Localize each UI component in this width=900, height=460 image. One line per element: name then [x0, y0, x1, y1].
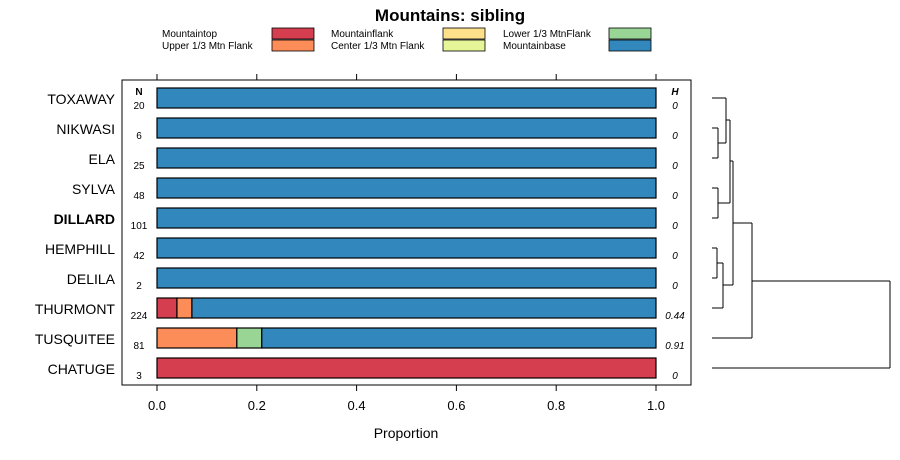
x-axis: 0.0 0.2 0.4 0.6 0.8 1.0 [148, 74, 665, 413]
h-header: H [671, 87, 679, 98]
bar-row: THURMONT 224 0.44 [35, 297, 685, 322]
legend-swatch [271, 27, 315, 40]
h-value: 0.44 [665, 311, 685, 322]
x-axis-label: Proportion [374, 425, 439, 441]
h-value: 0 [672, 251, 678, 262]
bar-segment [156, 207, 657, 229]
n-value: 20 [133, 101, 145, 112]
n-value: 6 [136, 131, 142, 142]
n-value: 224 [131, 311, 148, 322]
bar-row: DELILA 2 0 [67, 267, 678, 292]
legend-label: Mountainflank [331, 29, 394, 40]
n-value: 42 [133, 251, 145, 262]
bar-row: ELA 25 0 [89, 147, 678, 172]
h-value: 0 [672, 161, 678, 172]
bar-segment [156, 237, 657, 259]
x-tick-label: 0.4 [348, 398, 366, 413]
bar-segment [156, 117, 657, 139]
category-label: TUSQUITEE [35, 331, 115, 347]
category-label: TOXAWAY [47, 91, 115, 107]
category-label: DELILA [67, 271, 116, 287]
n-value: 2 [136, 281, 142, 292]
category-label: THURMONT [35, 301, 116, 317]
bar-segment [156, 297, 178, 319]
h-value: 0 [672, 371, 678, 382]
category-label: ELA [89, 151, 116, 167]
h-value: 0 [672, 221, 678, 232]
x-tick-label: 0.2 [248, 398, 266, 413]
bar-row: SYLVA 48 0 [72, 177, 678, 202]
bar-segment [176, 297, 193, 319]
x-tick-label: 0.8 [547, 398, 565, 413]
category-label: CHATUGE [48, 361, 115, 377]
n-value: 25 [133, 161, 145, 172]
bar-row: HEMPHILL 42 0 [45, 237, 678, 262]
bar-segment [156, 87, 657, 109]
category-label: HEMPHILL [45, 241, 115, 257]
legend-swatch [271, 39, 315, 52]
n-value: 101 [131, 221, 148, 232]
category-label: NIKWASI [56, 121, 115, 137]
bar-row: TUSQUITEE 81 0.91 [35, 327, 685, 352]
legend-label: Center 1/3 Mtn Flank [331, 41, 425, 52]
x-tick-label: 0.6 [447, 398, 465, 413]
x-tick-label: 0.0 [148, 398, 166, 413]
h-value: 0 [672, 131, 678, 142]
legend-label: Mountainbase [503, 41, 566, 52]
legend-swatch [442, 27, 486, 40]
plot-frame [121, 79, 692, 386]
bar-segment [156, 147, 657, 169]
h-value: 0.91 [665, 341, 684, 352]
bar-row: CHATUGE 3 0 [48, 357, 678, 382]
category-label: DILLARD [54, 211, 115, 227]
bar-segment [236, 327, 263, 349]
n-value: 81 [133, 341, 145, 352]
h-value: 0 [672, 191, 678, 202]
n-header: N [135, 87, 142, 98]
n-value: 48 [133, 191, 145, 202]
legend-label: Upper 1/3 Mtn Flank [162, 41, 254, 52]
h-value: 0 [672, 101, 678, 112]
bar-segment [261, 327, 657, 349]
bar-row: NIKWASI 6 0 [56, 117, 678, 142]
bar-row: TOXAWAY 20 0 [47, 87, 678, 112]
x-tick-label: 1.0 [647, 398, 665, 413]
bar-segment [191, 297, 657, 319]
n-value: 3 [136, 371, 142, 382]
category-label: SYLVA [72, 181, 116, 197]
legend-swatch [442, 39, 486, 52]
bar-row: DILLARD 101 0 [54, 207, 678, 232]
legend-swatch [608, 27, 652, 40]
bar-segment [156, 357, 657, 379]
legend-label: Mountaintop [162, 29, 217, 40]
bar-segment [156, 177, 657, 199]
h-value: 0 [672, 281, 678, 292]
legend-label: Lower 1/3 MtnFlank [503, 29, 592, 40]
bar-segment [156, 327, 238, 349]
chart-title: Mountains: sibling [375, 6, 525, 25]
legend-swatch [608, 39, 652, 52]
dendrogram [712, 97, 891, 369]
bar-segment [156, 267, 657, 289]
